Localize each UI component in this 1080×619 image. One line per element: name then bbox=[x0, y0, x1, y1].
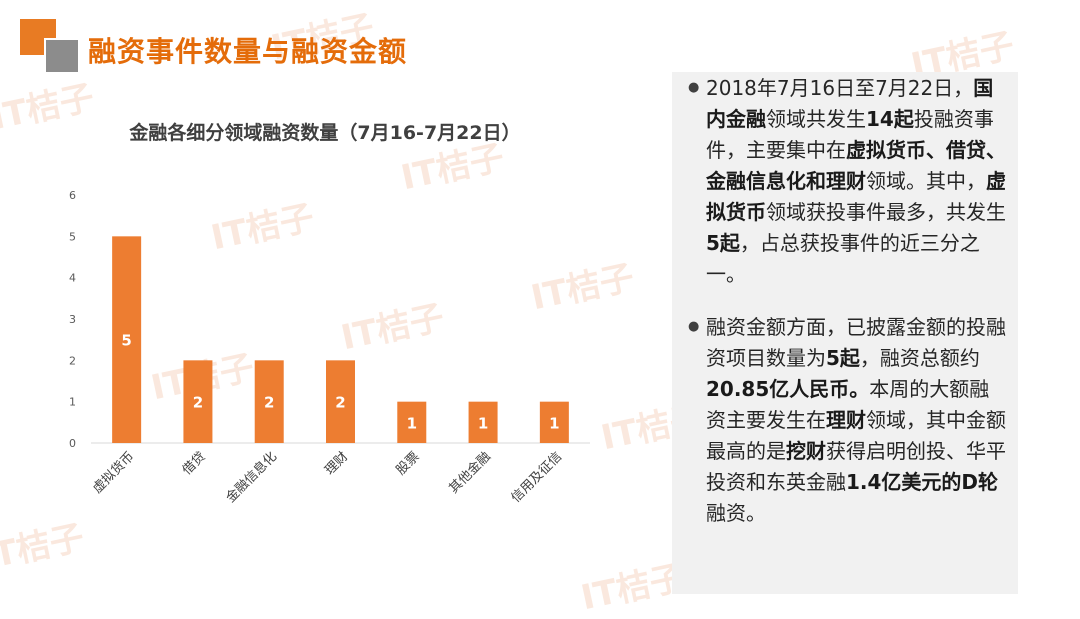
chart-title: 金融各细分领域融资数量（7月16-7月22日） bbox=[129, 122, 521, 144]
x-tick-label: 股票 bbox=[394, 449, 423, 478]
bar bbox=[254, 360, 284, 443]
bar bbox=[397, 401, 427, 443]
bar-data-label: 1 bbox=[478, 414, 488, 432]
bar-data-label: 5 bbox=[121, 332, 131, 350]
bar-data-label: 2 bbox=[193, 394, 203, 412]
y-tick-label: 3 bbox=[69, 313, 76, 326]
y-tick-label: 6 bbox=[69, 189, 76, 202]
logo-square-gray bbox=[44, 38, 80, 74]
bar-chart: 0 1 2 3 4 5 6 5 虚拟货币 2 借贷 2 金融信息化 2 理财 1 股票 1 其他金融 1 信用及征信 bbox=[69, 189, 590, 506]
y-tick-label: 1 bbox=[69, 396, 76, 409]
bar bbox=[539, 401, 569, 443]
y-tick-label: 4 bbox=[69, 272, 76, 285]
bar bbox=[326, 360, 355, 443]
x-tick-label: 金融信息化 bbox=[223, 449, 280, 506]
x-tick-label: 其他金融 bbox=[446, 449, 494, 497]
bullet-icon: ● bbox=[688, 319, 700, 334]
summary-paragraph-1: 2018年7月16日至7月22日，国内金融领域共发生14起投融资事件，主要集中在… bbox=[706, 76, 1006, 286]
summary-paragraph-2: 融资金额方面，已披露金额的投融资项目数量为5起，融资总额约20.85亿人民币。本… bbox=[706, 315, 1006, 525]
x-tick-label: 理财 bbox=[322, 449, 351, 478]
bar-data-label: 1 bbox=[549, 414, 559, 432]
y-tick-label: 5 bbox=[69, 230, 76, 243]
summary-panel bbox=[672, 72, 1018, 594]
bar bbox=[468, 401, 498, 443]
bar-data-label: 2 bbox=[335, 394, 345, 412]
y-tick-label: 2 bbox=[69, 354, 76, 367]
bar bbox=[183, 360, 213, 443]
x-tick-label: 虚拟货币 bbox=[89, 449, 137, 497]
x-tick-label: 信用及征信 bbox=[509, 449, 566, 506]
bar bbox=[112, 236, 142, 443]
y-tick-label: 0 bbox=[69, 437, 76, 450]
bullet-icon: ● bbox=[688, 80, 700, 95]
page-title: 融资事件数量与融资金额 bbox=[88, 35, 408, 68]
bar-data-label: 1 bbox=[407, 414, 417, 432]
x-tick-label: 借贷 bbox=[180, 449, 209, 478]
bar-data-label: 2 bbox=[264, 394, 274, 412]
